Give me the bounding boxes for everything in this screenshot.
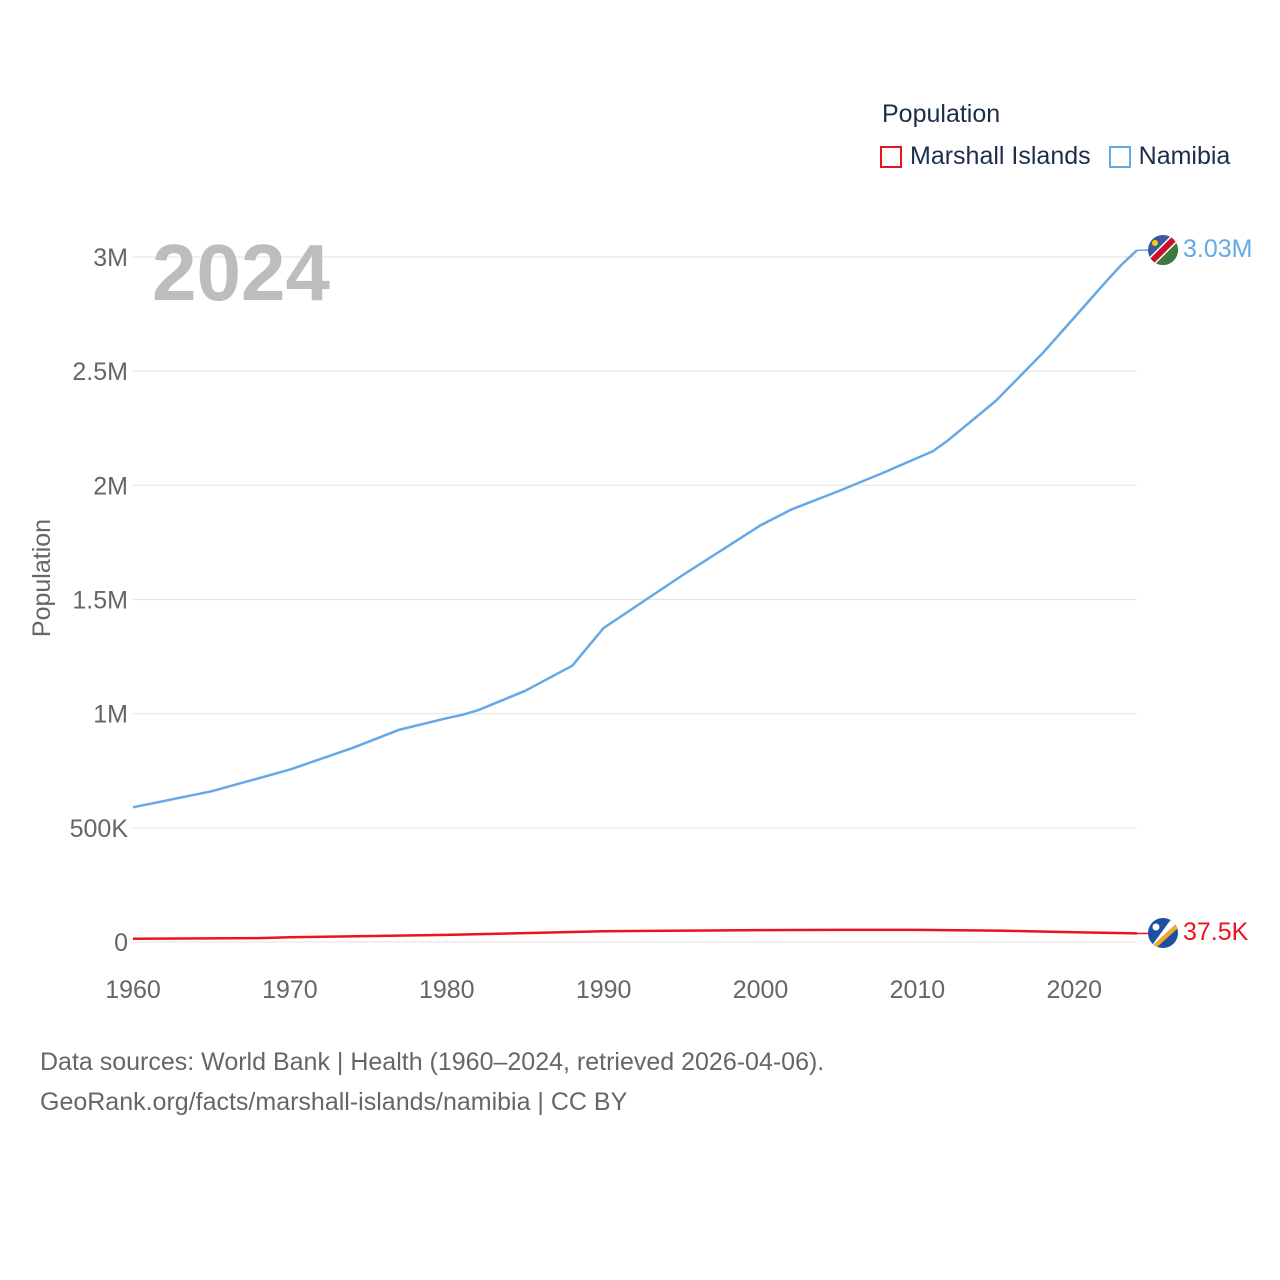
legend-title: Population (882, 100, 1001, 128)
y-tick-label: 500K (70, 815, 129, 843)
x-tick-label: 2020 (1046, 976, 1102, 1004)
y-axis-title: Population (28, 519, 56, 637)
legend-item-namibia[interactable]: Namibia (1108, 142, 1231, 171)
legend-swatch-marshall-islands (880, 145, 902, 168)
legend-label-marshall-islands: Marshall Islands (910, 142, 1091, 170)
y-tick-label: 3M (93, 244, 128, 272)
source-url-text: GeoRank.org/facts/marshall-islands/namib… (40, 1088, 628, 1116)
series-line-marshall-islands (132, 928, 1138, 941)
y-tick-label: 1M (93, 701, 128, 729)
x-tick-label: 1990 (576, 976, 632, 1004)
marshall-islands-flag-icon (1148, 918, 1178, 948)
gridlines (133, 256, 1137, 943)
data-sources-text: Data sources: World Bank | Health (1960–… (40, 1048, 825, 1076)
y-tick-label: 2M (93, 472, 128, 500)
x-tick-label: 1960 (105, 976, 161, 1004)
namibia-end-label: 3.03M (1183, 235, 1252, 263)
legend-item-marshall-islands[interactable]: Marshall Islands (880, 142, 1091, 171)
big-year-label: 2024 (152, 228, 330, 317)
series-line-namibia (132, 249, 1138, 809)
x-tick-label: 2010 (890, 976, 946, 1004)
y-tick-label: 2.5M (72, 358, 128, 386)
series-lines (132, 249, 1148, 941)
x-tick-label: 1980 (419, 976, 475, 1004)
x-tick-label: 1970 (262, 976, 318, 1004)
legend-label-namibia: Namibia (1138, 142, 1231, 170)
y-axis-ticks: 0 500K 1M 1.5M 2M 2.5M 3M (70, 244, 129, 957)
x-tick-label: 2000 (733, 976, 789, 1004)
footer: Data sources: World Bank | Health (1960–… (40, 1042, 824, 1122)
namibia-flag-icon (1148, 235, 1178, 265)
marshall-islands-end-label: 37.5K (1183, 918, 1249, 946)
legend-swatch-namibia (1108, 145, 1131, 168)
x-axis-ticks: 1960 1970 1980 1990 2000 2010 2020 (105, 976, 1102, 1004)
legend: Marshall Islands Namibia (880, 142, 1248, 171)
y-tick-label: 0 (114, 929, 128, 957)
y-tick-label: 1.5M (72, 587, 128, 615)
